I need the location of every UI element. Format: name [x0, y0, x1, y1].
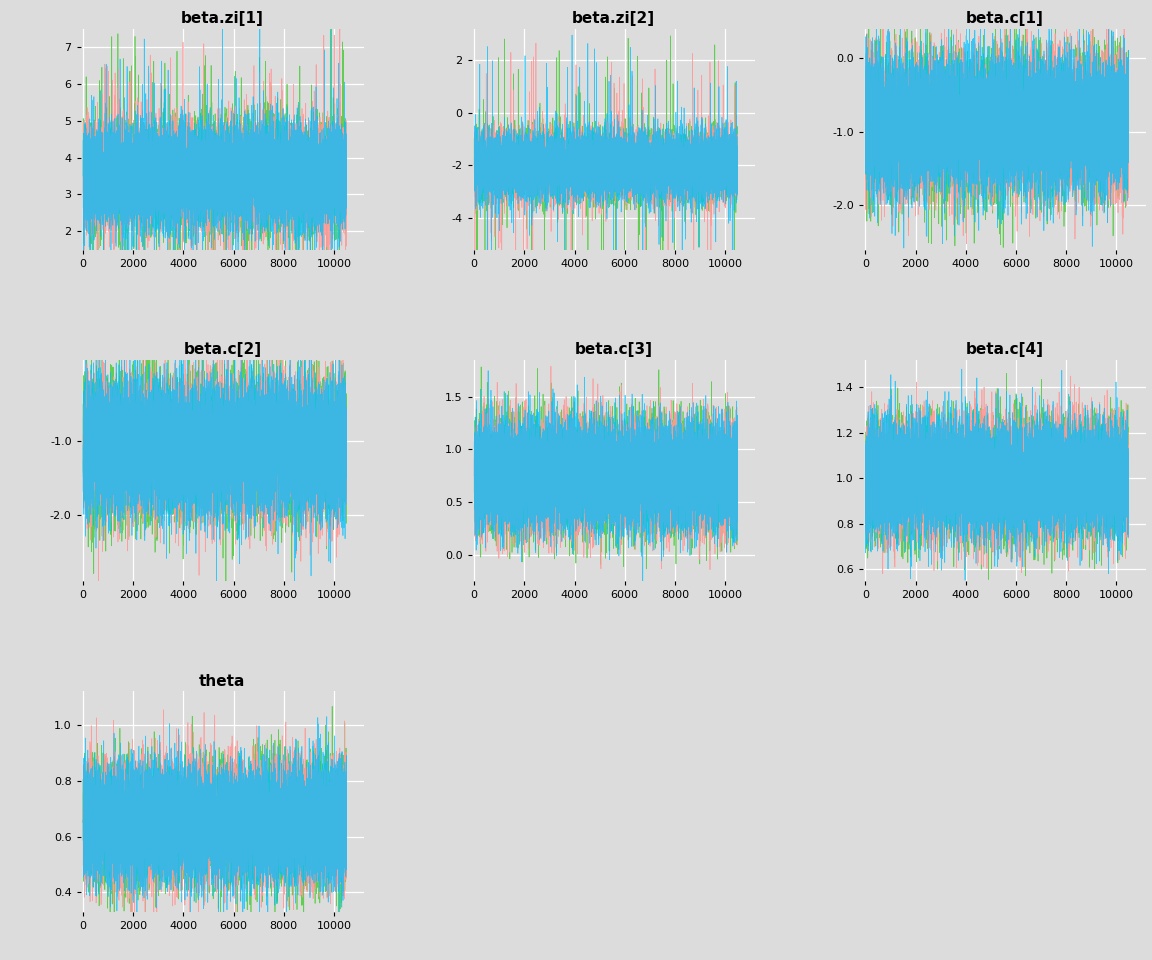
Title: beta.c[2]: beta.c[2]	[183, 343, 262, 357]
Title: beta.c[3]: beta.c[3]	[575, 343, 652, 357]
Title: beta.c[4]: beta.c[4]	[965, 343, 1044, 357]
Title: beta.zi[1]: beta.zi[1]	[181, 12, 264, 26]
Title: theta: theta	[199, 674, 245, 688]
Title: beta.c[1]: beta.c[1]	[965, 12, 1044, 26]
Title: beta.zi[2]: beta.zi[2]	[571, 12, 655, 26]
